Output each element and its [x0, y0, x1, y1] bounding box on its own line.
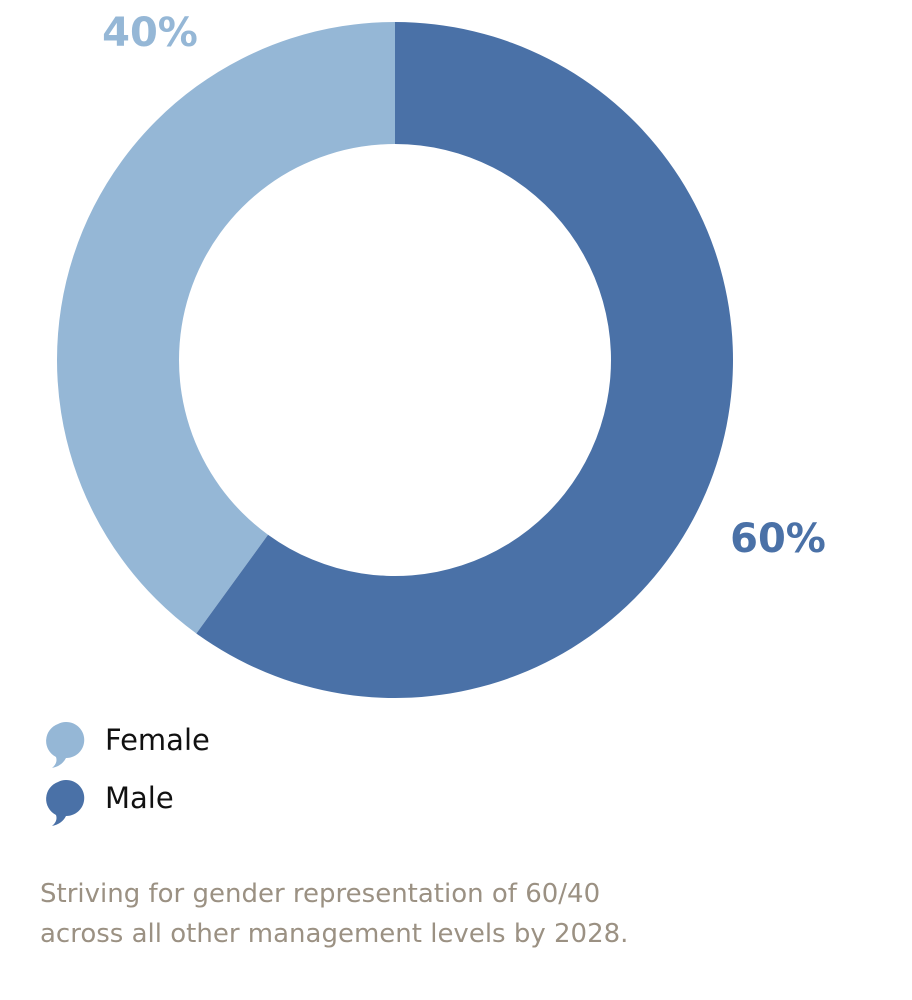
caption-line: Striving for gender representation of 60… — [40, 879, 600, 909]
legend-icon — [46, 722, 85, 768]
value-label: 60% — [730, 516, 826, 562]
value-label: 40% — [102, 10, 198, 56]
legend-icon — [46, 780, 85, 826]
donut-segment — [196, 22, 734, 699]
legend-label: Female — [105, 723, 210, 757]
caption-line: across all other management levels by 20… — [40, 919, 628, 949]
legend-label: Male — [105, 781, 174, 815]
donut-segment — [56, 22, 395, 634]
